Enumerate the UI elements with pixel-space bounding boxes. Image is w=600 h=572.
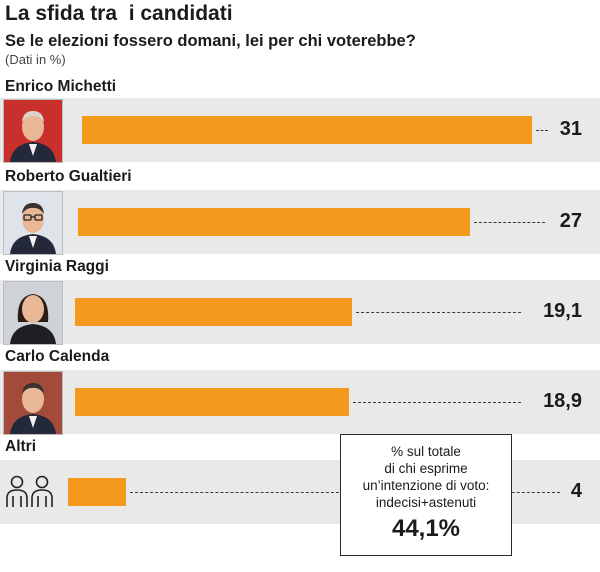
bar	[75, 388, 350, 416]
portrait-calenda	[3, 371, 63, 435]
chart-title: La sfida tra i candidati	[5, 2, 233, 25]
bar	[78, 208, 470, 236]
leader-line	[473, 222, 545, 223]
value-label: 19,1	[543, 300, 582, 322]
bar	[75, 298, 352, 326]
leader-line	[355, 312, 521, 313]
callout-value: 44,1%	[391, 515, 461, 542]
portrait-michetti	[3, 99, 63, 163]
candidate-name: Carlo Calenda	[5, 348, 110, 365]
portrait-gualtieri	[3, 191, 63, 255]
bar	[82, 116, 532, 144]
portrait-raggi	[3, 281, 63, 345]
callout-box: % sul totale di chi esprime un’intenzion…	[340, 434, 512, 556]
people-icon	[6, 475, 53, 507]
units-note: (Dati in %)	[5, 52, 66, 67]
candidate-name: Altri	[5, 438, 36, 455]
candidate-name: Roberto Gualtieri	[5, 168, 132, 185]
leader-line	[535, 130, 548, 131]
candidate-name: Enrico Michetti	[5, 78, 117, 95]
callout-text: % sul totale di chi esprime un’intenzion…	[362, 444, 490, 510]
value-label: 31	[559, 118, 582, 140]
bar	[68, 478, 126, 506]
value-label: 18,9	[543, 390, 582, 412]
leader-line	[353, 402, 521, 403]
candidate-name: Virginia Raggi	[5, 258, 109, 275]
chart-subtitle: Se le elezioni fossero domani, lei per c…	[5, 32, 416, 50]
value-label: 4	[570, 480, 582, 502]
value-label: 27	[559, 210, 582, 232]
